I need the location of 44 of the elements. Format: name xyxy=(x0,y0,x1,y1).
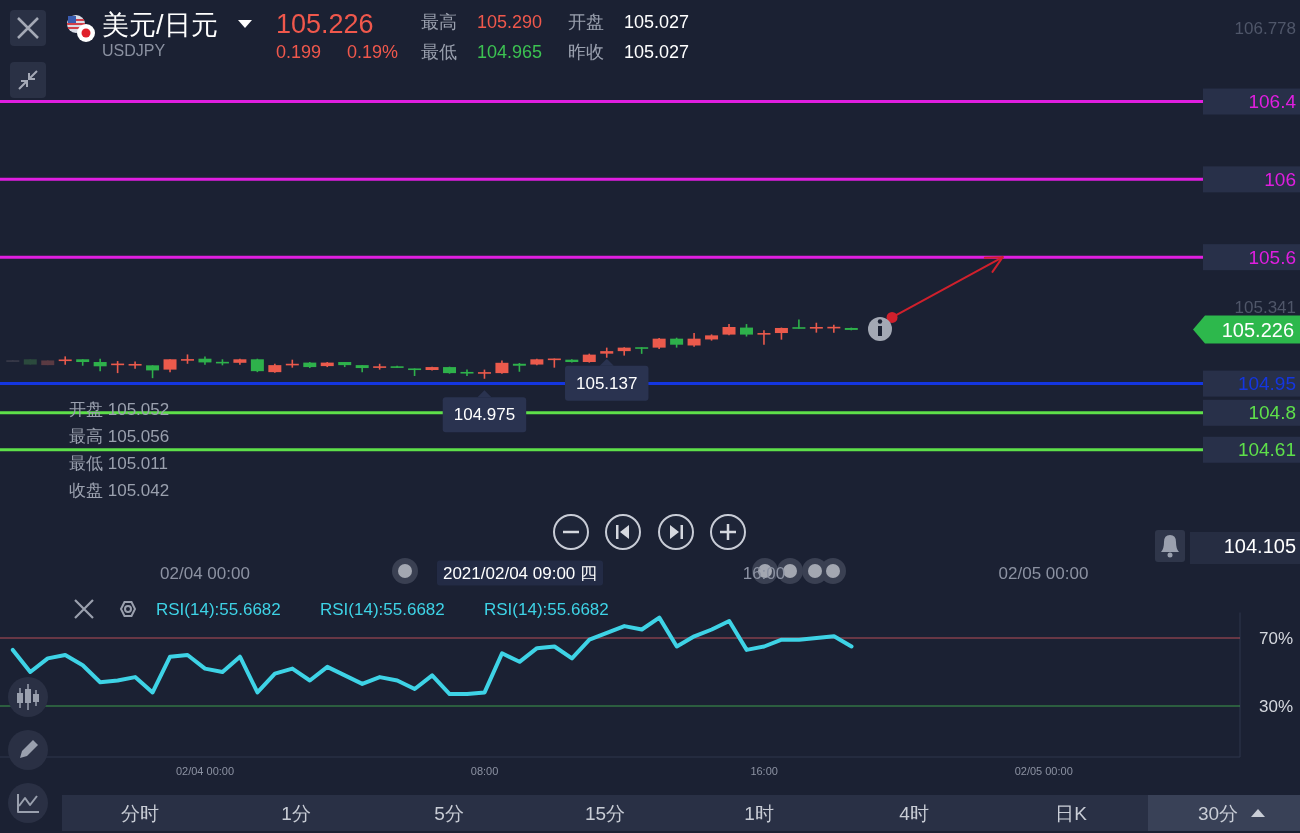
text: USDJPY xyxy=(102,41,166,59)
annotation: 收盘 105.042 xyxy=(69,480,170,500)
y-tick-label: 104.105 xyxy=(1223,535,1296,557)
annotation: 105.226 xyxy=(276,9,374,39)
text: 15分 xyxy=(584,802,626,824)
annotation: 104.975 xyxy=(442,390,527,433)
ref-line-label: 104.8 xyxy=(1248,402,1296,424)
annotation: 104.975 xyxy=(453,405,516,425)
x-tick-label: 16:00 xyxy=(750,765,778,777)
annotation: RSI(14):55.6682 xyxy=(156,599,281,619)
ref-line-label: 104.61 xyxy=(1237,439,1296,461)
x-tick-label: 02/05 00:00 xyxy=(998,563,1089,583)
annotation: 105.027 xyxy=(624,42,690,62)
x-tick-label: 02/04 00:00 xyxy=(175,765,235,777)
annotation: 105.137 xyxy=(576,373,638,393)
ref-line-label: 106 xyxy=(1264,168,1296,190)
annotation: 最高 xyxy=(421,12,457,32)
x-tick-label: 02/04 00:00 xyxy=(160,563,250,583)
text: 5分 xyxy=(434,802,464,824)
text: 1时 xyxy=(744,802,774,824)
text: 4时 xyxy=(899,802,929,824)
ref-line-label: 104.95 xyxy=(1237,373,1296,395)
annotation: RSI(14):55.6682 xyxy=(320,599,445,619)
chart-title: 美元/日元 xyxy=(102,10,218,40)
text: 1分 xyxy=(281,802,311,824)
annotation: 105.137 xyxy=(565,358,649,401)
text: 日K xyxy=(1055,802,1088,824)
annotation: 105.290 xyxy=(477,12,543,32)
annotation: 105.027 xyxy=(624,12,690,32)
annotation: 最低 105.011 xyxy=(69,453,168,473)
annotation: 昨收 xyxy=(568,42,604,62)
annotation: 最高 105.056 xyxy=(69,426,170,446)
text: 分时 xyxy=(121,802,159,824)
annotation: 开盘 xyxy=(568,12,604,32)
ref-line-label: 106.4 xyxy=(1248,91,1297,113)
text: 30分 xyxy=(1197,802,1239,824)
x-tick-label: 02/05 00:00 xyxy=(1014,765,1073,777)
annotation: 0.19% xyxy=(347,42,399,62)
annotation: RSI(14):55.6682 xyxy=(484,599,609,619)
annotation: 104.965 xyxy=(477,42,543,62)
x-tick-label: 08:00 xyxy=(470,765,499,777)
annotation: 0.199 xyxy=(276,42,322,62)
ref-line-label: 105.6 xyxy=(1248,246,1296,268)
annotation: 最低 xyxy=(421,42,457,62)
